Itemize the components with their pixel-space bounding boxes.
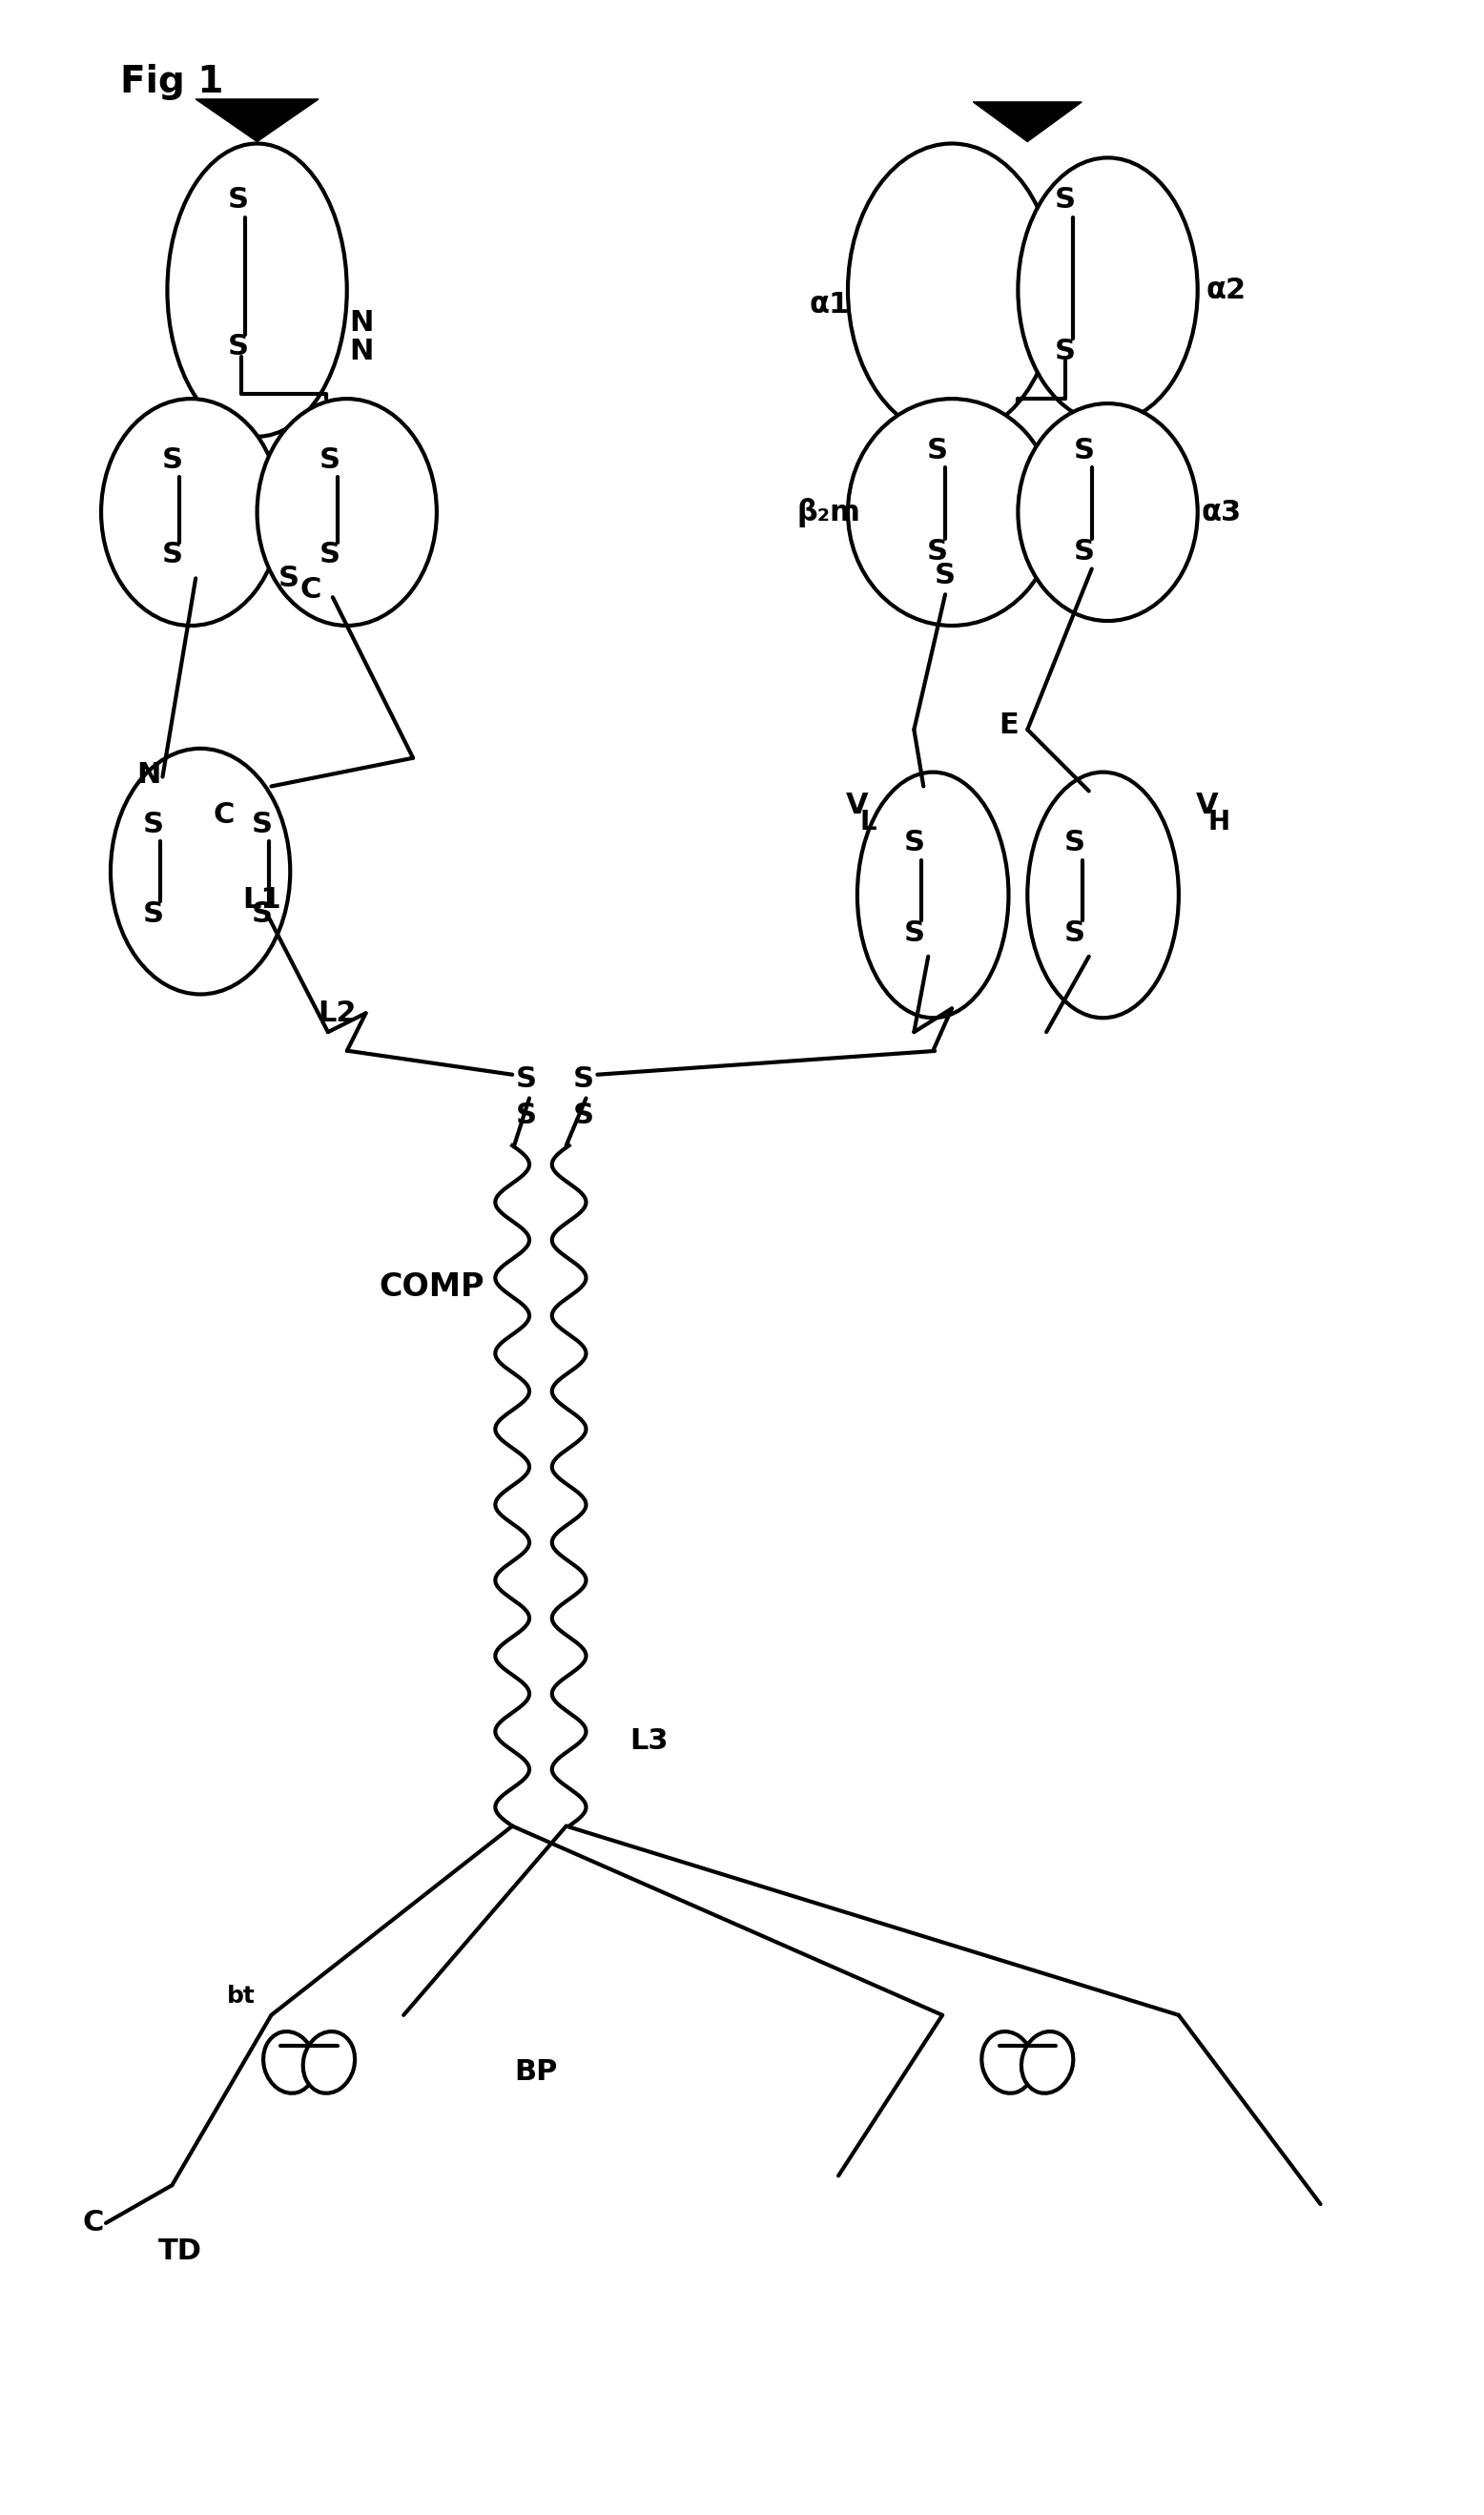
Text: C: C [214,800,234,827]
Text: COMP: COMP [380,1273,485,1303]
Text: S: S [904,918,925,946]
Text: β₂m: β₂m [797,498,861,528]
Text: S: S [1064,918,1085,946]
Text: E: E [999,712,1018,739]
Text: S: S [573,1066,594,1094]
Text: S: S [227,332,249,360]
Text: α2: α2 [1206,277,1247,304]
Text: S: S [1055,337,1076,365]
Text: S: S [319,541,340,568]
Text: S: S [251,810,273,837]
Text: α3: α3 [1201,498,1241,526]
Ellipse shape [263,2032,315,2092]
Ellipse shape [858,772,1009,1019]
Text: S: S [142,900,163,928]
Ellipse shape [111,749,291,993]
Ellipse shape [847,143,1055,438]
Text: S: S [251,900,273,928]
Text: S: S [162,541,183,568]
Text: V: V [1196,792,1218,820]
Text: N: N [349,337,372,365]
Ellipse shape [981,2032,1033,2092]
Text: S: S [319,445,340,473]
Ellipse shape [303,2032,355,2092]
Ellipse shape [1018,402,1198,621]
Text: S: S [1064,830,1085,858]
Text: S: S [162,445,183,473]
Text: S: S [935,561,956,589]
Text: N: N [137,762,160,790]
Text: C: C [300,576,322,604]
Text: L2: L2 [318,998,356,1026]
Text: bt: bt [227,1984,255,2007]
Text: S: S [1055,186,1076,214]
Text: C: C [83,2208,104,2236]
Text: S: S [278,563,298,591]
Text: α1: α1 [809,289,849,317]
Text: S: S [573,1102,594,1129]
Polygon shape [974,103,1082,141]
Text: BP: BP [515,2057,558,2085]
Ellipse shape [1018,158,1198,423]
Ellipse shape [257,400,436,626]
Text: S: S [142,810,163,837]
Text: V: V [846,792,868,820]
Text: S: S [928,538,948,566]
Ellipse shape [1021,2032,1073,2092]
Polygon shape [196,98,319,141]
Text: S: S [1074,438,1095,465]
Text: S: S [1074,538,1095,566]
Text: S: S [227,186,249,214]
Ellipse shape [101,400,280,626]
Text: S: S [928,438,948,465]
Text: H: H [1208,810,1230,835]
Text: L3: L3 [631,1728,669,1755]
Ellipse shape [168,143,347,438]
Text: S: S [516,1066,537,1094]
Ellipse shape [847,400,1055,626]
Text: Fig 1: Fig 1 [120,63,224,101]
Text: P: P [1017,106,1039,133]
Text: S: S [516,1102,537,1129]
Ellipse shape [1027,772,1178,1019]
Text: N: N [349,309,372,337]
Text: S: S [904,830,925,858]
Text: L1: L1 [242,885,280,913]
Text: L: L [861,810,877,835]
Text: TD: TD [157,2238,202,2266]
